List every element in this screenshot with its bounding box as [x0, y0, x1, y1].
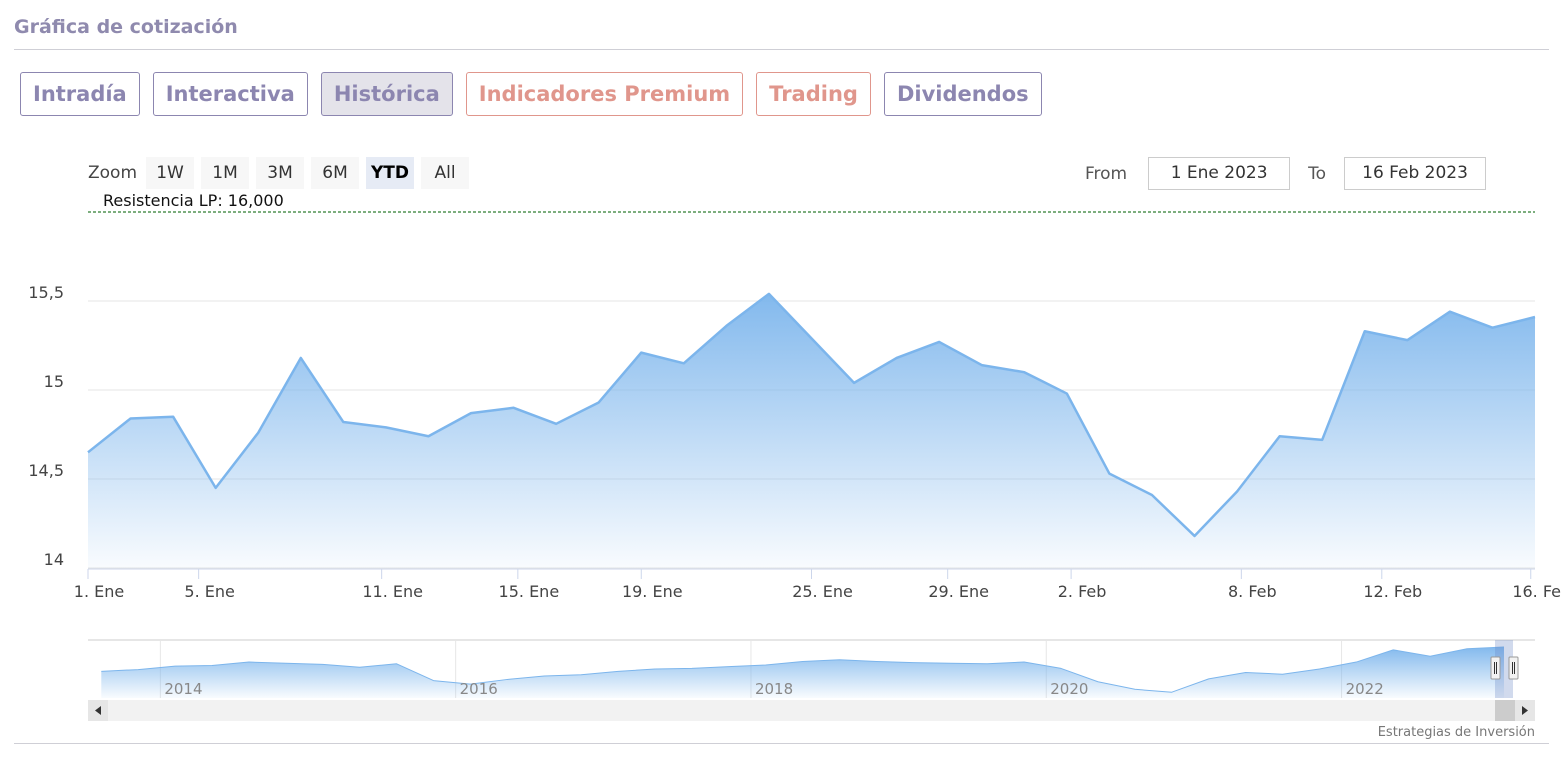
- area-line: [101, 646, 1505, 693]
- navigator-year-label: 2020: [1050, 680, 1088, 698]
- divider: [14, 743, 1549, 744]
- x-tick-label: 16. Feb: [1512, 582, 1561, 601]
- navigator-year-label: 2022: [1346, 680, 1384, 698]
- x-tick-label: 15. Ene: [499, 582, 560, 601]
- x-tick-label: 19. Ene: [622, 582, 683, 601]
- navigator-mask: [1495, 640, 1513, 698]
- navigator-year-label: 2016: [460, 680, 498, 698]
- area-fill: [101, 646, 1504, 698]
- x-tick-label: 11. Ene: [362, 582, 423, 601]
- plot-line-label: Resistencia LP: 16,000: [103, 191, 284, 210]
- from-label: From: [1085, 163, 1128, 184]
- tab-bar: Intradía Interactiva Histórica Indicadores …: [20, 72, 1042, 116]
- tab[interactable]: Histórica: [320, 72, 453, 116]
- x-tick-label: 29. Ene: [928, 582, 989, 601]
- divider: [14, 49, 1549, 50]
- area-line: [87, 292, 1536, 538]
- scrollbar-track: [88, 700, 1535, 721]
- date-inputs: From 1 Ene 2023 To 16 Feb 2023: [1085, 157, 1487, 190]
- zoom-button[interactable]: 1M: [201, 157, 250, 189]
- x-tick-label: 8. Feb: [1228, 582, 1277, 601]
- to-input[interactable]: 16 Feb 2023: [1344, 157, 1487, 190]
- to-label: To: [1308, 163, 1327, 184]
- arrow-left: [95, 706, 101, 715]
- zoom-button[interactable]: 1W: [146, 157, 195, 189]
- page-title: Gráfica de cotización: [14, 16, 238, 38]
- y-tick-label: 14: [44, 550, 64, 569]
- zoom-button[interactable]: 6M: [311, 157, 360, 189]
- x-tick-label: 12. Feb: [1363, 582, 1422, 601]
- tab[interactable]: Intradía: [20, 72, 140, 116]
- arrow-right: [1522, 706, 1528, 715]
- range-selector: Zoom 1W 1M 3M 6M YTD All: [88, 157, 470, 189]
- navigator-handle: [1490, 656, 1501, 680]
- from-input[interactable]: 1 Ene 2023: [1148, 157, 1291, 190]
- scrollbar-thumb: [1495, 700, 1515, 721]
- x-tick-label: 1. Ene: [74, 582, 124, 601]
- zoom-button[interactable]: All: [421, 157, 470, 189]
- area-fill: [88, 293, 1535, 568]
- navigator-year-label: 2014: [164, 680, 202, 698]
- tab[interactable]: Trading: [756, 72, 871, 116]
- zoom-button[interactable]: 3M: [256, 157, 305, 189]
- tab[interactable]: Indicadores Premium: [465, 72, 744, 116]
- navigator-handle: [1508, 656, 1519, 680]
- x-tick-label: 5. Ene: [184, 582, 234, 601]
- x-tick-label: 25. Ene: [792, 582, 853, 601]
- tab[interactable]: Interactiva: [152, 72, 308, 116]
- x-tick-label: 2. Feb: [1058, 582, 1107, 601]
- y-tick-label: 15: [44, 372, 64, 391]
- credits: Estrategias de Inversión: [1378, 725, 1535, 740]
- zoom-label: Zoom: [88, 163, 138, 183]
- zoom-button[interactable]: YTD: [366, 157, 415, 189]
- tab[interactable]: Dividendos: [883, 72, 1042, 116]
- y-tick-label: 14,5: [28, 461, 64, 480]
- navigator-year-label: 2018: [755, 680, 793, 698]
- y-tick-label: 15,5: [28, 283, 64, 302]
